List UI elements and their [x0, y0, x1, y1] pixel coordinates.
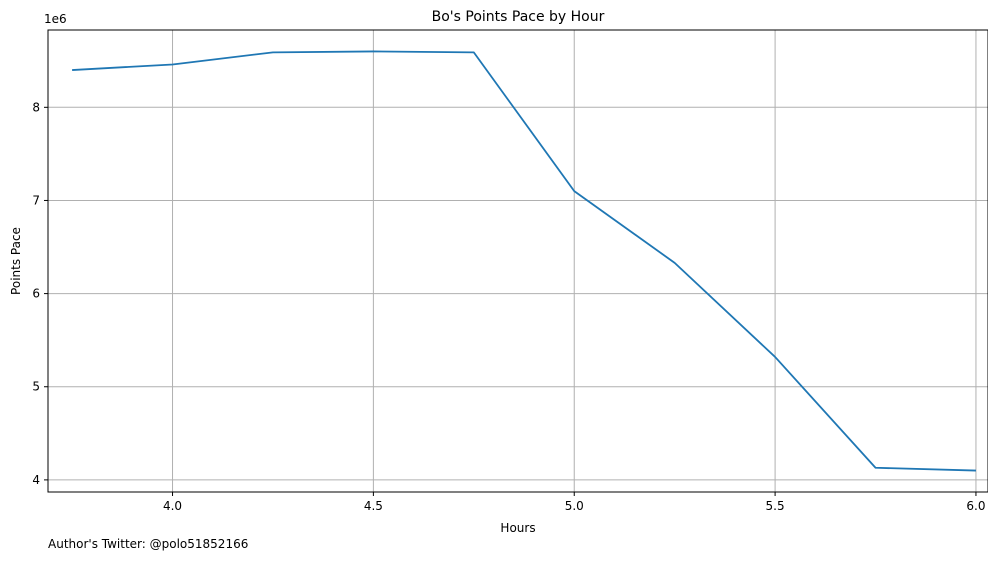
x-tick-label: 4.0: [163, 499, 182, 513]
chart-title: Bo's Points Pace by Hour: [432, 9, 605, 25]
series-layer: [72, 50, 976, 472]
x-axis-title: Hours: [500, 521, 535, 535]
author-credit: Author's Twitter: @polo51852166: [48, 537, 249, 551]
x-tick-label: 5.5: [766, 499, 785, 513]
y-tick-label: 8: [32, 100, 40, 114]
y-tick-label: 4: [32, 473, 40, 487]
x-tick-label: 6.0: [966, 499, 985, 513]
y-tick-label: 6: [32, 287, 40, 301]
x-tick-label: 5.0: [565, 499, 584, 513]
grid-layer: [48, 30, 988, 492]
y-tick-label: 5: [32, 380, 40, 394]
y-axis-offset-label: 1e6: [44, 12, 67, 26]
y-axis-title: Points Pace: [9, 227, 23, 295]
plot-frame: [47, 29, 988, 493]
tick-layer: 4.0 4.5 5.0 5.5 6.0 4 5 6 7 8: [32, 100, 985, 513]
y-tick-label: 7: [32, 193, 40, 207]
series-line: [72, 50, 976, 472]
x-tick-label: 4.5: [364, 499, 383, 513]
